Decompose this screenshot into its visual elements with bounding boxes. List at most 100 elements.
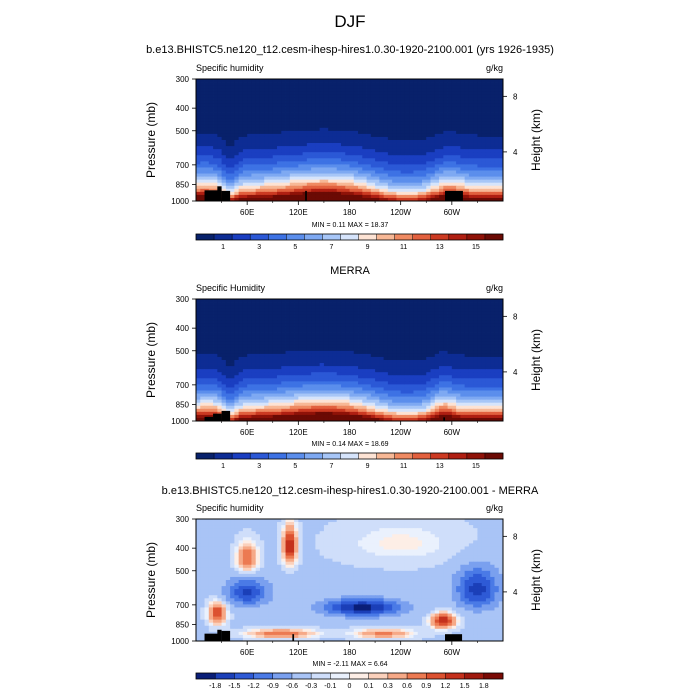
field-cell bbox=[272, 179, 278, 184]
field-cell bbox=[396, 344, 402, 349]
field-cell bbox=[383, 305, 389, 309]
field-cell bbox=[213, 109, 218, 113]
field-cell bbox=[473, 311, 478, 315]
field-cell bbox=[473, 314, 478, 318]
field-cell bbox=[439, 106, 444, 110]
field-cell bbox=[294, 182, 299, 187]
field-cell bbox=[285, 146, 291, 150]
field-cell bbox=[306, 109, 312, 113]
field-cell bbox=[294, 323, 299, 327]
field-cell bbox=[421, 170, 427, 174]
field-cell bbox=[272, 143, 278, 147]
field-cell bbox=[340, 103, 346, 107]
field-cell bbox=[345, 366, 350, 370]
field-cell bbox=[345, 311, 350, 315]
field-cell bbox=[413, 112, 419, 116]
field-cell bbox=[311, 338, 316, 343]
field-cell bbox=[272, 344, 278, 349]
field-cell bbox=[294, 118, 299, 123]
colorbar-label: 15 bbox=[472, 244, 480, 251]
field-cell bbox=[230, 356, 235, 361]
field-cell bbox=[247, 311, 252, 315]
field-cell bbox=[362, 127, 367, 132]
field-cell bbox=[404, 155, 410, 159]
field-cell bbox=[328, 85, 333, 89]
field-cell bbox=[421, 121, 427, 126]
field-cell bbox=[404, 94, 410, 98]
field-cell bbox=[294, 100, 299, 104]
field-cell bbox=[259, 356, 265, 361]
field-cell bbox=[251, 363, 257, 367]
field-cell bbox=[234, 118, 240, 123]
field-cell bbox=[477, 100, 483, 104]
field-cell bbox=[230, 182, 235, 187]
field-cell bbox=[332, 130, 338, 135]
field-cell bbox=[366, 124, 372, 129]
field-cell bbox=[294, 194, 299, 199]
field-cell bbox=[289, 127, 295, 132]
field-cell bbox=[426, 299, 431, 303]
field-cell bbox=[285, 176, 291, 181]
field-cell bbox=[430, 311, 436, 315]
field-cell bbox=[375, 194, 380, 199]
field-cell bbox=[358, 305, 363, 309]
field-cell bbox=[392, 381, 397, 385]
field-cell bbox=[447, 179, 453, 184]
field-cell bbox=[225, 100, 231, 104]
field-cell bbox=[468, 338, 474, 343]
field-cell bbox=[417, 182, 423, 187]
field-cell bbox=[485, 341, 491, 346]
field-cell bbox=[208, 332, 214, 336]
field-cell bbox=[353, 140, 359, 144]
field-cell bbox=[362, 140, 367, 144]
field-cell bbox=[345, 112, 350, 116]
field-cell bbox=[289, 143, 295, 147]
field-cell bbox=[294, 149, 299, 153]
field-cell bbox=[490, 375, 495, 379]
field-cell bbox=[443, 152, 448, 156]
field-cell bbox=[238, 320, 244, 324]
field-cell bbox=[221, 332, 227, 336]
field-cell bbox=[400, 115, 406, 120]
field-cell bbox=[370, 191, 376, 196]
field-cell bbox=[247, 124, 252, 129]
field-cell bbox=[268, 118, 274, 123]
field-cell bbox=[477, 133, 483, 138]
field-cell bbox=[272, 106, 278, 110]
field-cell bbox=[298, 317, 303, 321]
field-cell bbox=[494, 143, 500, 147]
field-cell bbox=[289, 155, 295, 159]
field-cell bbox=[366, 317, 372, 321]
field-cell bbox=[323, 363, 329, 367]
field-cell bbox=[345, 185, 350, 190]
field-cell bbox=[340, 353, 346, 358]
field-cell bbox=[259, 115, 265, 120]
field-cell bbox=[328, 332, 333, 336]
field-cell bbox=[336, 311, 342, 315]
field-cell bbox=[375, 124, 380, 129]
field-cell bbox=[443, 347, 448, 352]
field-cell bbox=[323, 79, 329, 83]
field-cell bbox=[217, 302, 222, 306]
field-cell bbox=[242, 136, 248, 141]
field-cell bbox=[328, 94, 333, 98]
field-cell bbox=[383, 118, 389, 123]
field-cell bbox=[340, 82, 346, 86]
field-cell bbox=[204, 176, 210, 181]
field-cell bbox=[200, 191, 205, 196]
field-cell bbox=[277, 194, 282, 199]
field-cell bbox=[379, 143, 385, 147]
field-cell bbox=[247, 314, 252, 318]
field-cell bbox=[387, 191, 393, 196]
field-cell bbox=[358, 158, 363, 162]
field-cell bbox=[247, 112, 252, 116]
field-cell bbox=[379, 302, 385, 306]
field-cell bbox=[255, 179, 261, 184]
field-cell bbox=[417, 335, 423, 340]
field-cell bbox=[242, 360, 248, 364]
field-cell bbox=[234, 164, 240, 168]
field-cell bbox=[404, 335, 410, 340]
field-cell bbox=[340, 106, 346, 110]
field-cell bbox=[404, 115, 410, 120]
field-cell bbox=[400, 194, 406, 199]
